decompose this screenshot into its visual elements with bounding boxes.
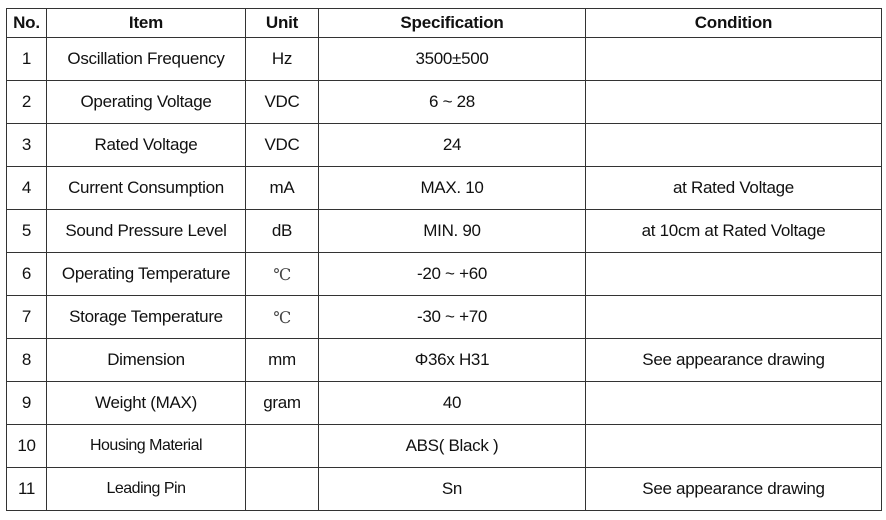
header-item: Item [46, 8, 246, 38]
cell-no: 11 [6, 467, 47, 511]
cell-unit: mA [245, 166, 319, 210]
cell-item: Housing Material [46, 424, 246, 468]
cell-no: 4 [6, 166, 47, 210]
cell-condition: at Rated Voltage [585, 166, 882, 210]
table-row: 2 Operating Voltage VDC 6 ~ 28 [6, 80, 882, 124]
cell-no: 2 [6, 80, 47, 124]
cell-unit: VDC [245, 123, 319, 167]
table-row: 8 Dimension mm Φ36x H31 See appearance d… [6, 338, 882, 382]
cell-condition [585, 381, 882, 425]
cell-item: Weight (MAX) [46, 381, 246, 425]
header-condition: Condition [585, 8, 882, 38]
cell-unit: VDC [245, 80, 319, 124]
table-row: 9 Weight (MAX) gram 40 [6, 381, 882, 425]
cell-no: 7 [6, 295, 47, 339]
cell-item: Dimension [46, 338, 246, 382]
cell-specification: -30 ~ +70 [318, 295, 586, 339]
cell-no: 1 [6, 37, 47, 81]
cell-condition [585, 37, 882, 81]
cell-unit: Hz [245, 37, 319, 81]
cell-unit: ℃ [245, 295, 319, 339]
cell-no: 5 [6, 209, 47, 253]
cell-unit: mm [245, 338, 319, 382]
cell-specification: -20 ~ +60 [318, 252, 586, 296]
cell-no: 10 [6, 424, 47, 468]
cell-specification: Sn [318, 467, 586, 511]
cell-specification: ABS( Black ) [318, 424, 586, 468]
cell-no: 8 [6, 338, 47, 382]
table-header-row: No. Item Unit Specification Condition [6, 8, 882, 38]
cell-no: 9 [6, 381, 47, 425]
table-row: 4 Current Consumption mA MAX. 10 at Rate… [6, 166, 882, 210]
cell-item: Rated Voltage [46, 123, 246, 167]
table-row: 3 Rated Voltage VDC 24 [6, 123, 882, 167]
cell-unit: dB [245, 209, 319, 253]
cell-specification: Φ36x H31 [318, 338, 586, 382]
cell-item: Operating Temperature [46, 252, 246, 296]
cell-condition [585, 295, 882, 339]
cell-no: 3 [6, 123, 47, 167]
table-row: 10 Housing Material ABS( Black ) [6, 424, 882, 468]
cell-item: Storage Temperature [46, 295, 246, 339]
table-row: 6 Operating Temperature ℃ -20 ~ +60 [6, 252, 882, 296]
cell-condition: See appearance drawing [585, 338, 882, 382]
cell-item: Current Consumption [46, 166, 246, 210]
cell-specification: MIN. 90 [318, 209, 586, 253]
cell-specification: 24 [318, 123, 586, 167]
cell-condition: at 10cm at Rated Voltage [585, 209, 882, 253]
cell-condition [585, 252, 882, 296]
table-row: 5 Sound Pressure Level dB MIN. 90 at 10c… [6, 209, 882, 253]
cell-condition: See appearance drawing [585, 467, 882, 511]
table-row: 1 Oscillation Frequency Hz 3500±500 [6, 37, 882, 81]
table-row: 11 Leading Pin Sn See appearance drawing [6, 467, 882, 511]
cell-unit [245, 467, 319, 511]
cell-item: Leading Pin [46, 467, 246, 511]
cell-no: 6 [6, 252, 47, 296]
cell-unit: gram [245, 381, 319, 425]
specification-table: No. Item Unit Specification Condition 1 … [6, 8, 882, 511]
cell-condition [585, 123, 882, 167]
cell-unit [245, 424, 319, 468]
cell-condition [585, 424, 882, 468]
table-row: 7 Storage Temperature ℃ -30 ~ +70 [6, 295, 882, 339]
cell-unit: ℃ [245, 252, 319, 296]
header-unit: Unit [245, 8, 319, 38]
cell-item: Sound Pressure Level [46, 209, 246, 253]
cell-item: Operating Voltage [46, 80, 246, 124]
cell-specification: 3500±500 [318, 37, 586, 81]
cell-item: Oscillation Frequency [46, 37, 246, 81]
cell-specification: 6 ~ 28 [318, 80, 586, 124]
header-specification: Specification [318, 8, 586, 38]
cell-condition [585, 80, 882, 124]
header-no: No. [6, 8, 47, 38]
cell-specification: MAX. 10 [318, 166, 586, 210]
cell-specification: 40 [318, 381, 586, 425]
